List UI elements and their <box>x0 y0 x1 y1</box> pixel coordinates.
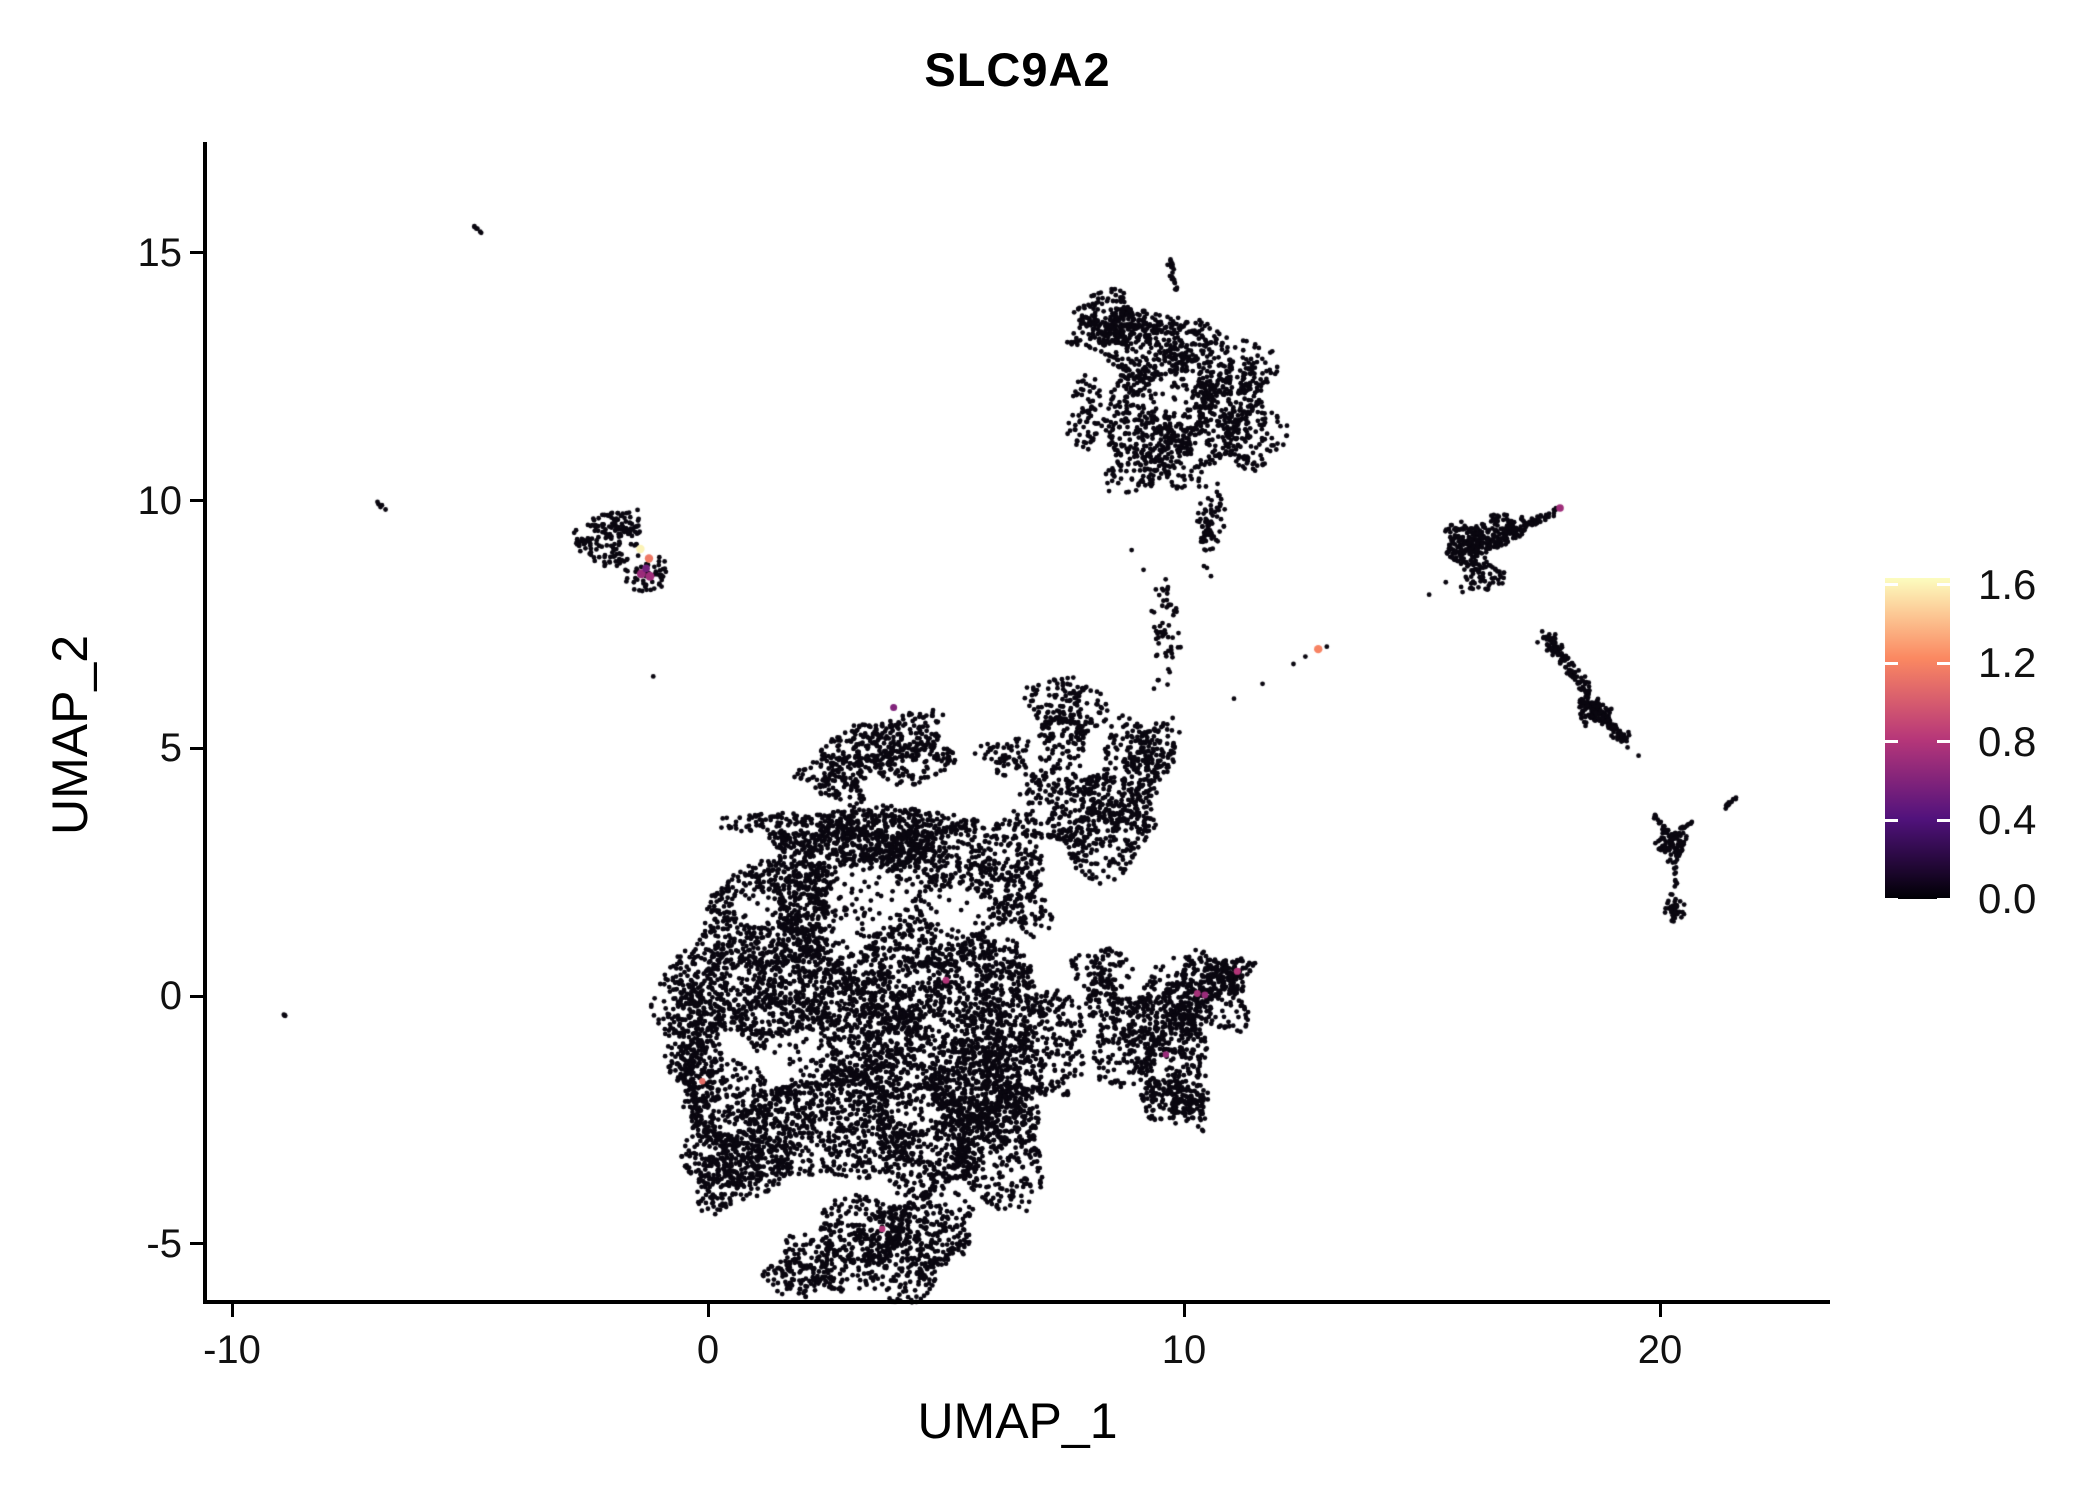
legend-tick-label: 1.2 <box>1978 639 2037 687</box>
y-tick-label: 5 <box>159 726 182 771</box>
x-tick-mark <box>1182 1304 1186 1317</box>
x-axis-line <box>203 1300 1830 1304</box>
x-tick-mark <box>1658 1304 1662 1317</box>
x-tick-mark <box>706 1304 710 1317</box>
legend-tick-label: 0.4 <box>1978 796 2037 844</box>
legend-tick-left <box>1885 818 1898 822</box>
x-axis-title: UMAP_1 <box>917 1393 1118 1449</box>
legend-tick-right <box>1937 583 1950 587</box>
y-tick-mark <box>190 1242 203 1246</box>
x-tick-label: 10 <box>1161 1328 1207 1372</box>
x-tick-label: -10 <box>203 1328 261 1372</box>
legend-tick-right <box>1937 661 1950 665</box>
y-tick-mark <box>190 499 203 502</box>
y-tick-label: 15 <box>137 230 183 275</box>
legend-tick-label: 0.0 <box>1978 875 2037 922</box>
legend-tick-left <box>1885 661 1898 665</box>
legend-tick-label: 0.8 <box>1978 717 2037 765</box>
legend-tick-right <box>1937 818 1950 822</box>
legend-tick-right <box>1937 740 1950 744</box>
x-tick-mark <box>230 1304 234 1317</box>
chart-title: SLC9A2 <box>924 43 1111 96</box>
y-tick-label: -5 <box>146 1221 182 1266</box>
legend-tick-label: 1.6 <box>1978 560 2037 608</box>
y-tick-mark <box>190 746 203 750</box>
legend-tick-left <box>1885 897 1898 901</box>
legend-tick-left <box>1885 583 1898 587</box>
y-tick-label: 0 <box>159 974 182 1018</box>
legend-tick-left <box>1885 740 1898 744</box>
y-tick-mark <box>190 994 203 998</box>
legend-colorbar <box>1885 578 1950 899</box>
legend-tick-right <box>1937 897 1950 901</box>
y-tick-label: 10 <box>137 478 183 523</box>
x-tick-label: 20 <box>1637 1328 1683 1372</box>
x-tick-label: 0 <box>696 1328 720 1372</box>
y-axis-line <box>203 142 207 1304</box>
y-tick-mark <box>190 251 203 255</box>
